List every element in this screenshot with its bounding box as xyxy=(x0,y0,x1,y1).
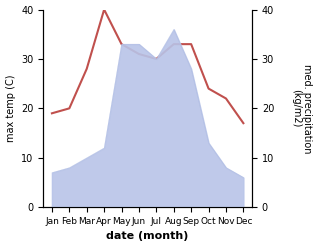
X-axis label: date (month): date (month) xyxy=(107,231,189,242)
Y-axis label: med. precipitation
(kg/m2): med. precipitation (kg/m2) xyxy=(291,64,313,153)
Y-axis label: max temp (C): max temp (C) xyxy=(5,75,16,142)
